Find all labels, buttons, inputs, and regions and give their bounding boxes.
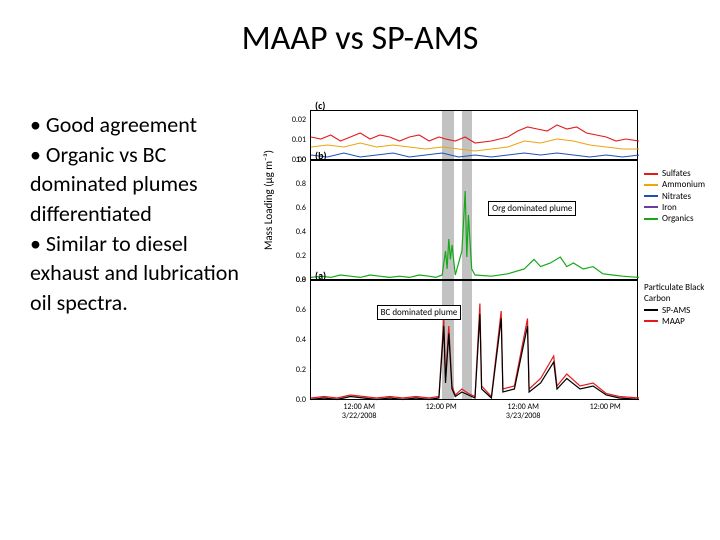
bullet-line: • Organic vs BC [30,140,280,170]
series-line [311,139,639,151]
legend-item: MAAP [644,316,708,327]
series-line [311,125,639,143]
legend-swatch [644,206,658,208]
legend-species: SulfatesAmmoniumNitratesIronOrganics [644,168,705,224]
panel-letter: (b) [315,149,327,162]
slide-title: MAAP vs SP-AMS [0,18,720,59]
legend-swatch [644,184,658,186]
bullet-line: differentiated [30,199,280,229]
legend-item: Ammonium [644,179,705,190]
legend-swatch [644,309,658,311]
bullet-line: oil spectra. [30,288,280,318]
legend-swatch [644,218,658,220]
legend-label: SP-AMS [662,305,690,316]
legend-swatch [644,320,658,322]
series-line [311,191,639,277]
panel-traces [311,111,639,161]
legend-bc: Particulate Black CarbonSP-AMSMAAP [644,282,708,327]
legend-label: Ammonium [662,179,705,190]
y-tick-label: 1.0 [296,155,306,165]
y-tick-label: 0.6 [296,305,306,315]
slide: MAAP vs SP-AMS • Good agreement • Organi… [0,0,720,540]
x-tick-label: 12:00 AM3/22/2008 [342,403,377,421]
y-tick-label: 0.4 [296,335,306,345]
x-tick-label: 12:00 PM [590,403,621,412]
y-tick-label: 0.0 [296,395,306,405]
annotation-label: BC dominated plume [377,305,462,320]
series-line [311,153,639,157]
y-axis-label: Mass Loading (µg m⁻³) [262,150,275,250]
legend-label: Nitrates [662,191,691,202]
legend-item: Nitrates [644,191,705,202]
legend-label: MAAP [662,316,685,327]
chart-figure: Mass Loading (µg m⁻³) (c)0.000.010.02(b)… [268,110,708,440]
y-tick-label: 0.8 [296,275,306,285]
panel-traces [311,161,639,281]
y-tick-label: 0.01 [292,135,306,145]
legend-label: Iron [662,202,677,213]
annotation-label: Org dominated plume [488,201,576,216]
legend-item: Iron [644,202,705,213]
legend-swatch [644,195,658,197]
legend-item: Sulfates [644,168,705,179]
y-tick-label: 0.2 [296,251,306,261]
x-tick-label: 12:00 PM [426,403,457,412]
panel-c: (c) [310,110,638,160]
y-tick-label: 0.02 [292,115,306,125]
x-tick-label: 12:00 AM3/23/2008 [506,403,541,421]
bullet-line: • Similar to diesel [30,229,280,259]
legend-item: Organics [644,213,705,224]
bullet-list: • Good agreement • Organic vs BC dominat… [30,110,280,318]
y-tick-label: 0.8 [296,179,306,189]
legend-label: Sulfates [662,168,691,179]
y-tick-label: 0.4 [296,227,306,237]
panel-traces [311,281,639,401]
legend-label: Organics [662,213,693,224]
series-line [311,304,639,399]
legend-swatch [644,173,658,175]
panel-a: (a)BC dominated plume [310,280,638,400]
y-tick-label: 0.6 [296,203,306,213]
legend-item: SP-AMS [644,305,708,316]
bullet-line: dominated plumes [30,169,280,199]
panel-b: (b)Org dominated plume [310,160,638,280]
bullet-line: • Good agreement [30,110,280,140]
legend-title: Particulate Black Carbon [644,282,708,305]
y-tick-label: 0.2 [296,365,306,375]
panel-letter: (c) [315,99,325,112]
panel-letter: (a) [315,269,326,282]
bullet-line: exhaust and lubrication [30,258,280,288]
